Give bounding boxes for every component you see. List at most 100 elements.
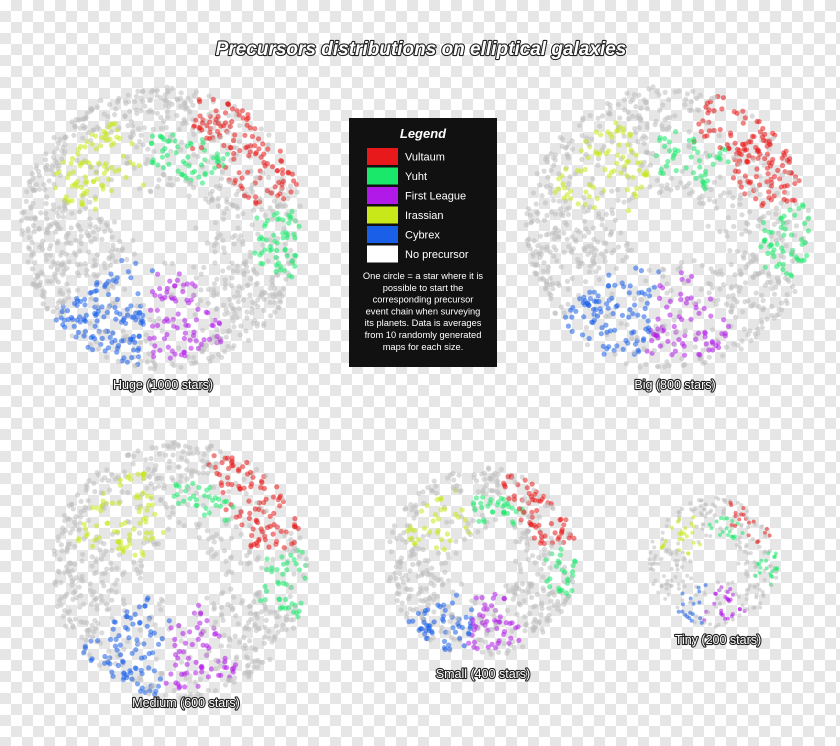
star-dot xyxy=(26,246,32,252)
star-dot xyxy=(710,161,716,167)
star-dot xyxy=(754,166,760,172)
star-dot xyxy=(41,181,47,188)
star-dot xyxy=(272,300,278,306)
star-dot xyxy=(479,512,485,519)
star-dot xyxy=(30,200,36,206)
star-dot xyxy=(612,351,618,357)
star-dot xyxy=(269,569,275,575)
star-dot xyxy=(232,177,238,183)
star-dot xyxy=(412,540,418,546)
star-dot xyxy=(804,252,810,259)
star-dot xyxy=(222,277,228,283)
star-dot xyxy=(205,674,211,680)
star-dot xyxy=(647,162,654,168)
star-dot xyxy=(172,351,178,357)
star-dot xyxy=(546,612,552,618)
star-dot xyxy=(753,522,758,527)
star-dot xyxy=(746,229,753,235)
star-dot xyxy=(726,581,731,586)
star-dot xyxy=(77,261,83,267)
star-dot xyxy=(276,596,282,602)
star-dot xyxy=(771,253,777,260)
star-dot xyxy=(643,361,649,367)
star-dot xyxy=(253,540,259,546)
star-dot xyxy=(471,502,477,508)
star-dot xyxy=(540,574,546,580)
star-dot xyxy=(756,270,763,276)
star-dot xyxy=(722,147,728,153)
star-dot xyxy=(133,93,139,100)
star-dot xyxy=(716,580,720,585)
star-dot xyxy=(520,530,526,536)
star-dot xyxy=(203,652,209,658)
star-dot xyxy=(802,220,808,227)
star-dot xyxy=(214,276,220,282)
star-dot xyxy=(417,597,423,603)
star-dot xyxy=(724,142,730,148)
star-dot xyxy=(445,603,451,610)
star-dot xyxy=(64,281,70,287)
star-dot xyxy=(64,308,71,314)
star-dot xyxy=(209,197,215,203)
star-dot xyxy=(798,236,805,243)
star-dot xyxy=(644,300,650,306)
star-dot xyxy=(201,628,207,634)
star-dot xyxy=(159,636,165,642)
star-dot xyxy=(539,600,545,606)
star-dot xyxy=(147,317,153,323)
star-dot xyxy=(79,573,85,579)
star-dot xyxy=(738,607,742,612)
star-dot xyxy=(710,340,716,346)
star-dot xyxy=(66,240,72,246)
star-dot xyxy=(252,194,259,200)
star-dot xyxy=(220,237,226,243)
star-dot xyxy=(738,184,744,190)
star-dot xyxy=(52,274,58,280)
star-dot xyxy=(92,206,99,212)
star-dot xyxy=(707,510,712,515)
star-dot xyxy=(190,146,196,152)
star-dot xyxy=(243,145,249,151)
star-dot xyxy=(289,171,295,177)
star-dot xyxy=(786,169,792,175)
star-dot xyxy=(392,570,398,576)
star-dot xyxy=(186,163,192,169)
star-dot xyxy=(603,211,609,217)
star-dot xyxy=(761,305,767,311)
star-dot xyxy=(744,158,750,164)
star-dot xyxy=(758,244,764,250)
star-dot xyxy=(259,479,265,486)
star-dot xyxy=(138,132,144,138)
star-dot xyxy=(151,683,157,689)
star-dot xyxy=(173,662,179,668)
star-dot xyxy=(786,278,792,284)
star-dot xyxy=(447,646,453,652)
star-dot xyxy=(539,245,545,251)
star-dot xyxy=(247,610,253,616)
star-dot xyxy=(220,589,226,595)
star-dot xyxy=(638,297,645,303)
star-dot xyxy=(522,588,529,594)
star-dot xyxy=(162,294,168,301)
star-dot xyxy=(739,512,744,517)
star-dot xyxy=(185,501,191,508)
star-dot xyxy=(279,171,286,177)
star-dot xyxy=(753,174,759,180)
star-dot xyxy=(160,598,166,604)
star-dot xyxy=(119,658,126,664)
star-dot xyxy=(115,343,122,349)
star-dot xyxy=(140,312,146,318)
star-dot xyxy=(237,486,243,492)
star-dot xyxy=(89,656,95,662)
star-dot xyxy=(54,305,60,311)
star-dot xyxy=(456,623,462,629)
star-dot xyxy=(546,591,552,598)
star-dot xyxy=(89,563,95,569)
star-dot xyxy=(669,352,675,358)
star-dot xyxy=(130,621,136,627)
star-dot xyxy=(435,550,442,556)
star-dot xyxy=(128,275,134,281)
star-dot xyxy=(548,543,555,549)
star-dot xyxy=(609,250,615,256)
star-dot xyxy=(181,335,187,342)
